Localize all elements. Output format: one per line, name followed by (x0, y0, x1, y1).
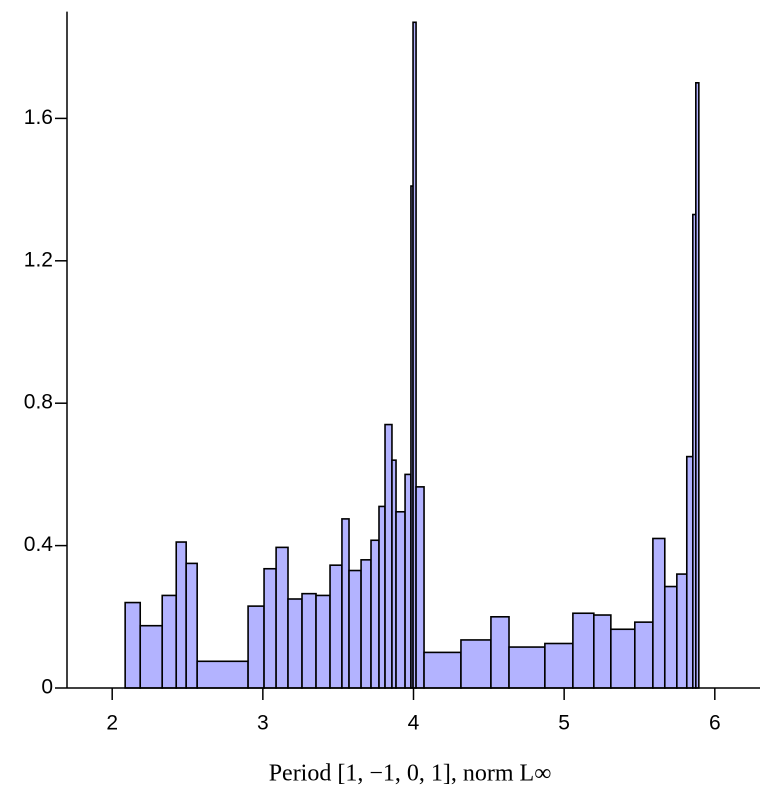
bar (348, 569, 362, 689)
bar (287, 598, 303, 689)
bar (370, 539, 380, 689)
bar (676, 573, 688, 689)
x-tick-label: 2 (106, 712, 118, 735)
bar (544, 642, 574, 689)
y-tick-label: 0 (41, 676, 53, 699)
x-tick-label: 4 (408, 712, 420, 735)
bar (263, 567, 277, 689)
bar (315, 594, 331, 689)
bar (185, 562, 198, 689)
bar (196, 660, 249, 689)
bar (652, 537, 666, 689)
y-tick-label: 1.6 (24, 106, 53, 129)
bar (247, 605, 265, 689)
bar (663, 585, 678, 689)
bar (395, 510, 406, 689)
y-tick-label: 0.4 (24, 533, 54, 556)
bar (139, 624, 164, 689)
bar (593, 614, 612, 689)
bar (175, 541, 187, 689)
bar (341, 518, 350, 689)
y-tick-label: 0.8 (24, 391, 53, 414)
bar (490, 615, 510, 689)
bar (384, 423, 393, 689)
bar (460, 639, 492, 689)
bar (360, 559, 372, 689)
bar (404, 473, 412, 689)
bar (423, 651, 462, 689)
bar (161, 594, 178, 689)
bar (124, 601, 142, 689)
x-axis-label: Period [1, −1, 0, 1], norm L∞ (269, 761, 552, 787)
bar (415, 486, 425, 689)
bar (329, 564, 343, 689)
x-tick-label: 3 (257, 712, 269, 735)
bar (610, 628, 636, 689)
bar (275, 546, 289, 689)
x-tick-label: 6 (709, 712, 721, 735)
bar (685, 455, 694, 689)
bar (301, 592, 317, 689)
bar (508, 646, 546, 689)
bar (634, 621, 654, 689)
bar (572, 612, 595, 689)
bar (695, 82, 700, 689)
y-tick-label: 1.2 (24, 248, 53, 271)
x-tick-label: 5 (558, 712, 570, 735)
bar (378, 505, 386, 689)
